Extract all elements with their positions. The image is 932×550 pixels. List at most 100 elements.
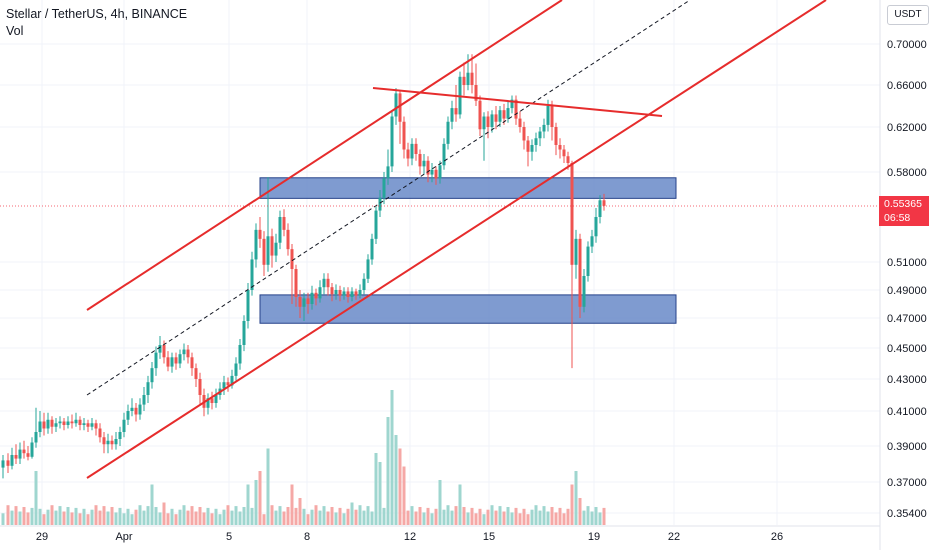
candle-body — [482, 116, 486, 130]
candle-body — [146, 382, 150, 395]
volume-bar — [582, 510, 586, 525]
candle-body — [222, 382, 226, 389]
volume-bar — [214, 508, 218, 525]
volume-bar — [426, 507, 430, 525]
volume-bar — [450, 510, 454, 525]
candle-body — [150, 368, 154, 383]
volume-bar — [594, 507, 598, 525]
candle-body — [266, 236, 270, 265]
candle-body — [318, 287, 322, 299]
volume-bar — [14, 506, 18, 525]
volume-bar — [150, 484, 154, 525]
volume-bar — [190, 506, 194, 525]
candle-body — [226, 382, 230, 386]
volume-bar — [318, 510, 322, 525]
volume-bar — [306, 514, 310, 525]
candle-body — [466, 72, 470, 85]
candle-body — [386, 166, 390, 179]
volume-bar — [50, 505, 54, 525]
candle-body — [278, 217, 282, 243]
candle-body — [478, 100, 482, 130]
candle-body — [362, 278, 366, 290]
candle-body — [90, 423, 94, 427]
volume-bar — [230, 510, 234, 525]
candle-body — [326, 278, 330, 288]
volume-bar — [414, 511, 418, 525]
candle-body — [514, 99, 518, 119]
candle-body — [26, 453, 30, 457]
candle-body — [382, 178, 386, 198]
candle-body — [198, 379, 202, 395]
candle-body — [406, 149, 410, 159]
candle-body — [566, 156, 570, 163]
candle-body — [270, 236, 274, 256]
candle-body — [446, 121, 450, 144]
volume-bar — [10, 510, 14, 525]
candle-body — [62, 421, 66, 425]
volume-bar — [182, 505, 186, 525]
candle-body — [438, 165, 442, 179]
x-tick-label: 19 — [588, 531, 600, 543]
volume-bar — [290, 484, 294, 525]
volume-bar — [538, 510, 542, 525]
candle-body — [342, 291, 346, 296]
volume-bar — [254, 480, 258, 525]
volume-bar — [490, 505, 494, 525]
candle-body — [378, 197, 382, 211]
volume-bar — [106, 511, 110, 525]
candle-body — [142, 395, 146, 405]
symbol-title[interactable]: Stellar / TetherUS, 4h, BINANCE — [6, 7, 188, 21]
candle-body — [122, 419, 126, 432]
volume-bar — [554, 512, 558, 525]
candle-body — [558, 145, 562, 150]
candle-body — [598, 200, 602, 217]
candle-body — [254, 229, 258, 260]
volume-bar — [346, 508, 350, 525]
candle-body — [294, 269, 298, 297]
volume-bar — [134, 509, 138, 525]
candle-body — [206, 398, 210, 408]
candle-body — [570, 163, 574, 265]
candle-body — [474, 85, 478, 101]
volume-bar — [546, 511, 550, 525]
candle-body — [42, 421, 46, 429]
volume-bar — [146, 506, 150, 525]
candle-body — [94, 423, 98, 429]
candle-body — [286, 229, 290, 250]
volume-bar — [154, 507, 158, 525]
candle-body — [242, 321, 246, 345]
candle-body — [258, 229, 262, 239]
candle-body — [302, 298, 306, 307]
y-tick-label: 0.35400 — [887, 508, 927, 520]
currency-button[interactable]: USDT — [887, 5, 929, 25]
volume-bar — [430, 513, 434, 525]
y-tick-label: 0.62000 — [887, 122, 927, 134]
volume-bar — [338, 507, 342, 525]
volume-bar — [382, 507, 386, 525]
volume-bar — [494, 510, 498, 525]
volume-bar — [578, 498, 582, 525]
candle-body — [450, 108, 454, 122]
volume-bar — [322, 506, 326, 525]
y-tick-label: 0.37000 — [887, 477, 927, 489]
volume-bar — [470, 507, 474, 525]
volume-bar — [330, 507, 334, 525]
volume-bar — [250, 507, 254, 525]
y-tick-label: 0.43000 — [887, 374, 927, 386]
volume-bar — [334, 512, 338, 525]
volume-bar — [78, 513, 82, 525]
y-tick-label: 0.45000 — [887, 343, 927, 355]
candle-body — [178, 354, 182, 364]
volume-indicator-label[interactable]: Vol — [6, 24, 24, 38]
volume-bar — [98, 510, 102, 525]
volume-bar — [458, 484, 462, 525]
candle-body — [154, 352, 158, 369]
candle-body — [402, 121, 406, 150]
volume-bar — [570, 484, 574, 525]
candle-body — [346, 291, 350, 297]
volume-bar — [486, 509, 490, 525]
candle-body — [602, 200, 606, 206]
zone-upper-box — [259, 177, 677, 199]
candle-body — [510, 99, 514, 109]
